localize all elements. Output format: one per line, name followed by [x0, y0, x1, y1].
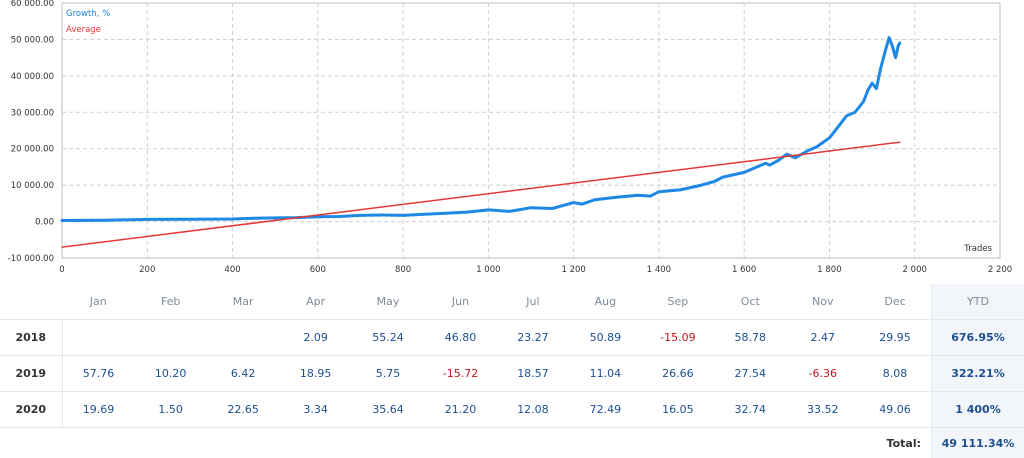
y-tick-label: 30 000.00	[11, 108, 54, 118]
total-row: Total:49 111.34%	[0, 428, 1024, 458]
month-value-cell: -6.36	[787, 356, 859, 392]
legend-entry: Average	[66, 25, 101, 35]
month-value-cell	[134, 320, 206, 356]
month-column-header: Mar	[207, 284, 279, 320]
month-column-header: May	[352, 284, 424, 320]
total-value: 49 111.34%	[932, 428, 1024, 458]
x-tick-label: 600	[310, 265, 326, 275]
year-cell: 2019	[0, 356, 62, 392]
ytd-value-cell: 676.95%	[932, 320, 1024, 356]
x-tick-label: 1 000	[476, 265, 500, 275]
x-tick-label: 1 600	[732, 265, 756, 275]
y-tick-label: 20 000.00	[11, 145, 54, 155]
ytd-value-cell: 322.21%	[932, 356, 1024, 392]
month-value-cell: 6.42	[207, 356, 279, 392]
month-value-cell: 32.74	[714, 392, 786, 428]
year-cell: 2020	[0, 392, 62, 428]
x-tick-label: 2 000	[903, 265, 927, 275]
ytd-column-header: YTD	[932, 284, 1024, 320]
year-cell: 2018	[0, 320, 62, 356]
month-column-header: Jul	[497, 284, 569, 320]
month-column-header: Oct	[714, 284, 786, 320]
month-value-cell: 2.47	[787, 320, 859, 356]
y-tick-label: 40 000.00	[11, 72, 54, 82]
month-value-cell: 55.24	[352, 320, 424, 356]
year-column-header	[0, 284, 62, 320]
month-value-cell: 49.06	[859, 392, 932, 428]
month-value-cell: 26.66	[642, 356, 714, 392]
month-value-cell	[62, 320, 134, 356]
month-value-cell: -15.09	[642, 320, 714, 356]
y-tick-label: 50 000.00	[11, 35, 54, 45]
x-axis-label: Trades	[963, 244, 992, 254]
x-tick-label: 200	[139, 265, 155, 275]
month-value-cell: 57.76	[62, 356, 134, 392]
y-tick-label: 10 000.00	[11, 181, 54, 191]
month-value-cell: 12.08	[497, 392, 569, 428]
y-tick-label: 60 000.00	[11, 0, 54, 9]
month-value-cell: 2.09	[279, 320, 351, 356]
month-value-cell: 18.95	[279, 356, 351, 392]
month-value-cell: 35.64	[352, 392, 424, 428]
x-tick-label: 2 200	[988, 265, 1012, 275]
month-value-cell: 3.34	[279, 392, 351, 428]
x-tick-label: 1 400	[647, 265, 671, 275]
x-tick-label: 0	[59, 265, 64, 275]
month-column-header: Nov	[787, 284, 859, 320]
month-value-cell: 1.50	[134, 392, 206, 428]
month-value-cell: 72.49	[569, 392, 641, 428]
month-column-header: Jun	[424, 284, 496, 320]
month-column-header: Feb	[134, 284, 206, 320]
month-value-cell: 22.65	[207, 392, 279, 428]
month-column-header: Aug	[569, 284, 641, 320]
month-value-cell	[207, 320, 279, 356]
month-value-cell: 5.75	[352, 356, 424, 392]
month-value-cell: 23.27	[497, 320, 569, 356]
growth-chart-svg: -10 000.00 0.00 10 000.00 20 000.00 30 000.0…	[0, 0, 1024, 282]
month-value-cell: 10.20	[134, 356, 206, 392]
x-tick-label: 400	[224, 265, 240, 275]
month-value-cell: 18.57	[497, 356, 569, 392]
y-tick-label: 0.00	[35, 218, 54, 228]
x-tick-label: 1 800	[817, 265, 841, 275]
month-column-header: Jan	[62, 284, 134, 320]
x-tick-label: 800	[395, 265, 411, 275]
month-value-cell: 33.52	[787, 392, 859, 428]
month-value-cell: 16.05	[642, 392, 714, 428]
month-value-cell: 58.78	[714, 320, 786, 356]
month-column-header: Apr	[279, 284, 351, 320]
month-value-cell: 46.80	[424, 320, 496, 356]
total-label: Total:	[0, 428, 932, 458]
month-value-cell: 50.89	[569, 320, 641, 356]
legend-entry: Growth, %	[66, 9, 110, 19]
month-value-cell: 8.08	[859, 356, 932, 392]
y-tick-label: -10 000.00	[8, 254, 54, 264]
month-value-cell: 29.95	[859, 320, 932, 356]
month-value-cell: 21.20	[424, 392, 496, 428]
month-value-cell: 27.54	[714, 356, 786, 392]
month-column-header: Sep	[642, 284, 714, 320]
month-value-cell: 11.04	[569, 356, 641, 392]
month-value-cell: 19.69	[62, 392, 134, 428]
month-value-cell: -15.72	[424, 356, 496, 392]
x-tick-label: 1 200	[561, 265, 585, 275]
growth-chart: -10 000.00 0.00 10 000.00 20 000.00 30 000.0…	[0, 0, 1024, 282]
month-column-header: Dec	[859, 284, 932, 320]
ytd-value-cell: 1 400%	[932, 392, 1024, 428]
